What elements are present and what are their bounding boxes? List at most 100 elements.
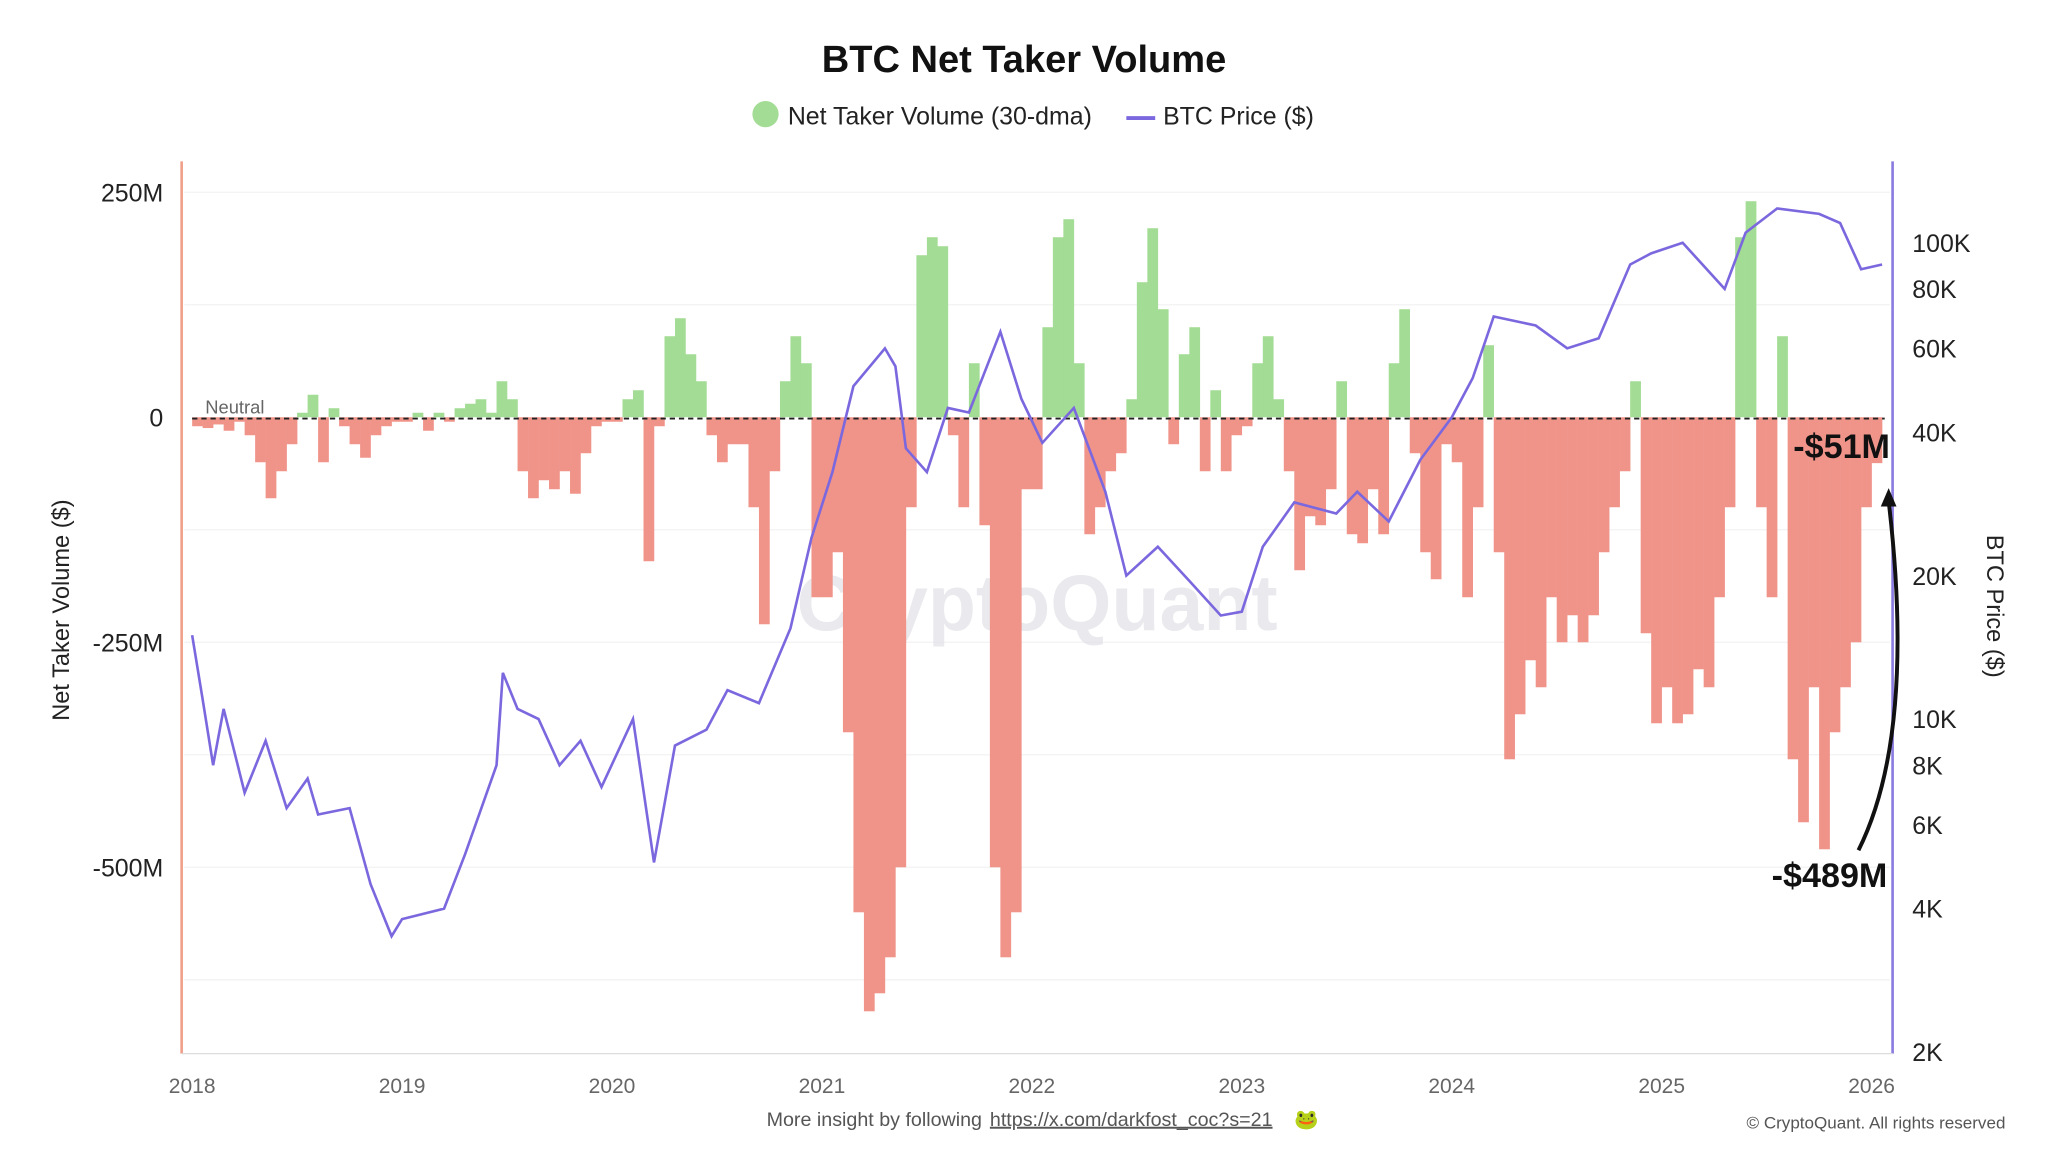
volume-bar-positive <box>968 363 980 418</box>
volume-bar-negative <box>1357 417 1369 544</box>
volume-bar-positive <box>507 399 518 418</box>
y2-tick-label: 20K <box>1912 563 1957 591</box>
x-tick-label: 2021 <box>799 1075 846 1098</box>
volume-bar-negative <box>1840 417 1851 688</box>
volume-bar-negative <box>716 417 728 463</box>
volume-bar-negative <box>769 417 781 472</box>
volume-bar-negative <box>1441 417 1452 445</box>
volume-bar-positive <box>1063 219 1075 418</box>
volume-bars <box>192 201 1883 1012</box>
volume-bar-negative <box>244 417 256 436</box>
legend[interactable]: Net Taker Volume (30-dma) BTC Price ($) <box>752 101 1314 131</box>
volume-bar-negative <box>895 417 907 868</box>
volume-bar-negative <box>1199 417 1211 472</box>
volume-bar-negative <box>528 417 539 499</box>
volume-bar-negative <box>863 417 875 1012</box>
volume-bar-negative <box>381 417 392 427</box>
y2-ticks: 100K 80K 60K 40K 20K 10K 8K 6K 4K 2K <box>1912 230 1971 1067</box>
volume-bar-negative <box>423 417 434 431</box>
volume-bar-negative <box>265 417 277 499</box>
volume-bar-negative <box>549 417 560 490</box>
volume-bar-positive <box>664 336 676 418</box>
volume-bar-positive <box>1052 237 1064 418</box>
volume-bar-negative <box>1808 417 1820 688</box>
volume-bar-positive <box>465 403 476 418</box>
copyright: © CryptoQuant. All rights reserved <box>1747 1113 2006 1132</box>
y-tick-label: 250M <box>101 179 163 207</box>
volume-bar-positive <box>685 354 697 418</box>
volume-bar-negative <box>349 417 361 445</box>
x-tick-label: 2020 <box>589 1075 636 1098</box>
legend-price-label: BTC Price ($) <box>1163 103 1314 131</box>
chart-title: BTC Net Taker Volume <box>822 39 1227 81</box>
y-tick-label: -500M <box>93 854 164 882</box>
volume-bar-positive <box>926 237 938 418</box>
volume-bar-positive <box>1252 363 1264 418</box>
volume-bar-positive <box>633 390 644 418</box>
volume-bar-negative <box>570 417 581 494</box>
volume-bar-positive <box>1735 237 1746 418</box>
volume-bar-negative <box>1231 417 1243 436</box>
volume-bar-positive <box>1399 309 1411 418</box>
x-tick-label: 2024 <box>1428 1075 1475 1098</box>
volume-bar-negative <box>1567 417 1578 616</box>
volume-bar-negative <box>1084 417 1096 535</box>
volume-bar-negative <box>821 417 833 598</box>
volume-bar-negative <box>1819 417 1830 850</box>
volume-bar-negative <box>1798 417 1809 823</box>
y-ticks: 250M 0 -250M -500M <box>93 179 164 882</box>
volume-bar-positive <box>622 399 634 418</box>
volume-bar-negative <box>1829 417 1841 733</box>
frog-icon: 🐸 <box>1294 1109 1319 1131</box>
volume-bar-positive <box>790 336 802 418</box>
x-tick-label: 2019 <box>379 1075 426 1098</box>
volume-bar-negative <box>643 417 655 562</box>
volume-bar-negative <box>1430 417 1442 580</box>
volume-bar-negative <box>1094 417 1106 508</box>
volume-bar-negative <box>1031 417 1043 490</box>
y2-tick-label: 2K <box>1912 1039 1943 1067</box>
volume-bar-positive <box>1178 354 1190 418</box>
volume-bar-negative <box>1514 417 1526 715</box>
volume-bar-negative <box>1420 417 1432 553</box>
volume-bar-negative <box>1535 417 1547 688</box>
y2-tick-label: 4K <box>1912 896 1943 924</box>
volume-bar-negative <box>202 417 214 429</box>
volume-bar-positive <box>486 412 497 418</box>
volume-bar-negative <box>255 417 266 463</box>
legend-volume-swatch <box>752 101 779 128</box>
volume-bar-positive <box>1336 381 1348 418</box>
volume-bar-negative <box>1693 417 1704 670</box>
volume-bar-negative <box>1010 417 1022 913</box>
volume-bar-negative <box>653 417 665 427</box>
volume-bar-negative <box>737 417 749 445</box>
x-tick-label: 2023 <box>1218 1075 1265 1098</box>
y2-tick-label: 100K <box>1912 230 1971 258</box>
y2-tick-label: 6K <box>1912 812 1943 840</box>
price-line <box>190 207 1883 940</box>
volume-bar-negative <box>1756 417 1767 508</box>
y2-tick-label: 40K <box>1912 419 1957 447</box>
volume-bar-negative <box>811 417 823 598</box>
volume-bar-negative <box>1871 417 1883 464</box>
volume-bar-negative <box>1325 417 1337 490</box>
volume-bar-negative <box>1283 417 1295 472</box>
volume-bar-positive <box>496 381 508 418</box>
volume-bar-negative <box>884 417 896 958</box>
volume-bar-negative <box>842 417 854 733</box>
gridlines <box>184 191 1890 981</box>
volume-bar-negative <box>1315 417 1327 526</box>
annotation-arrow <box>1856 500 1900 852</box>
volume-bar-negative <box>1609 417 1620 508</box>
volume-bar-positive <box>1189 327 1201 418</box>
footer-link[interactable]: https://x.com/darkfost_coc?s=21 <box>990 1109 1273 1131</box>
volume-bar-positive <box>1073 363 1085 418</box>
volume-bar-negative <box>1787 417 1799 760</box>
volume-bar-negative <box>1241 417 1253 427</box>
volume-bar-negative <box>559 417 571 472</box>
volume-bar-negative <box>1661 417 1673 688</box>
footer-insight: More insight by following <box>767 1109 982 1131</box>
y-tick-label: 0 <box>149 404 163 432</box>
volume-bar-positive <box>307 394 319 418</box>
volume-bar-negative <box>591 417 602 427</box>
